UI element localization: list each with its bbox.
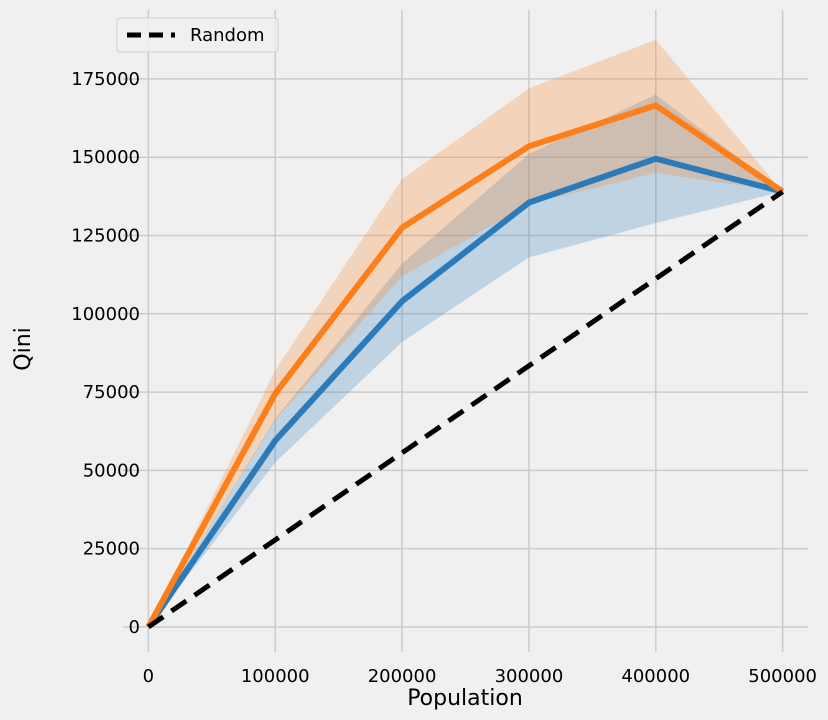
y-tick-label: 150000	[71, 147, 140, 168]
series-2-line	[145, 102, 785, 629]
series-lines	[145, 102, 785, 630]
confidence-bands	[148, 39, 783, 627]
y-tick-labels: 0 25000 50000 75000 100000 125000 150000 175000	[71, 69, 140, 638]
x-tick-label: 100000	[241, 666, 310, 687]
legend-frame	[116, 17, 279, 53]
grid-lines	[123, 10, 808, 652]
x-tick-label: 0	[143, 666, 154, 687]
y-tick-label: 75000	[83, 382, 140, 403]
x-tick-labels: 0 100000 200000 300000 400000 500000	[143, 666, 817, 687]
x-tick-label: 300000	[495, 666, 564, 687]
y-tick-label: 50000	[83, 460, 140, 481]
y-tick-label: 100000	[71, 304, 140, 325]
legend-label: Random	[190, 25, 265, 46]
random-baseline-line	[146, 189, 785, 630]
legend: Random	[116, 17, 279, 53]
x-axis-label: Population	[407, 686, 523, 711]
y-tick-label: 25000	[83, 539, 140, 560]
y-axis-label: Qini	[11, 327, 36, 370]
y-tick-label: 125000	[71, 225, 140, 246]
series-1-confidence-band	[148, 94, 783, 627]
x-tick-label: 400000	[621, 666, 690, 687]
y-tick-label: 0	[129, 617, 140, 638]
series-1-line	[145, 155, 784, 629]
x-tick-label: 500000	[748, 666, 817, 687]
series-2-confidence-band	[148, 39, 783, 627]
y-tick-label: 175000	[71, 69, 140, 90]
x-tick-label: 200000	[368, 666, 437, 687]
